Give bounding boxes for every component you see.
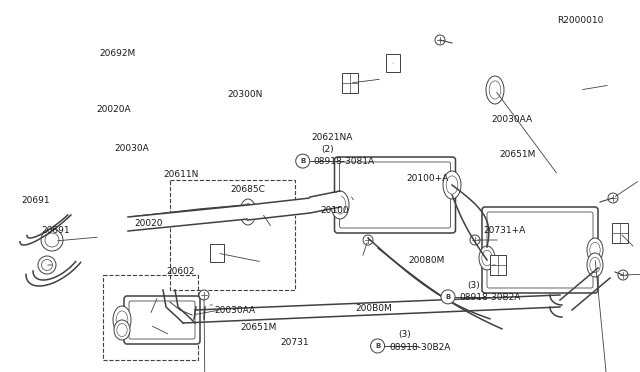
Circle shape — [38, 256, 56, 274]
FancyBboxPatch shape — [124, 296, 200, 344]
FancyBboxPatch shape — [335, 157, 456, 233]
Text: 20611N: 20611N — [163, 170, 198, 179]
Text: 20691: 20691 — [21, 196, 50, 205]
Text: 20691: 20691 — [42, 226, 70, 235]
Bar — [210, 244, 224, 262]
Text: 20080M: 20080M — [408, 256, 445, 265]
Text: 20030A: 20030A — [114, 144, 148, 153]
Text: (2): (2) — [321, 145, 334, 154]
Text: 20731+A: 20731+A — [483, 226, 525, 235]
Text: 20621NA: 20621NA — [312, 133, 353, 142]
Text: 20651M: 20651M — [240, 323, 276, 332]
Text: 20020: 20020 — [134, 219, 163, 228]
Text: 20020A: 20020A — [96, 105, 131, 114]
Circle shape — [41, 229, 63, 251]
Ellipse shape — [486, 76, 504, 104]
Text: (3): (3) — [467, 281, 480, 290]
Text: 20602: 20602 — [166, 267, 195, 276]
Circle shape — [435, 35, 445, 45]
Text: 20685C: 20685C — [230, 185, 265, 194]
Ellipse shape — [587, 238, 603, 262]
Circle shape — [363, 235, 373, 245]
Bar — [386, 54, 400, 72]
Circle shape — [296, 154, 310, 168]
Text: 20100+A: 20100+A — [406, 174, 449, 183]
Text: 08918-30B2A: 08918-30B2A — [460, 293, 521, 302]
Ellipse shape — [331, 191, 349, 219]
Text: (3): (3) — [398, 330, 411, 339]
Text: 20100: 20100 — [320, 206, 349, 215]
Bar — [612, 223, 628, 243]
Text: 20300N: 20300N — [227, 90, 262, 99]
Circle shape — [441, 290, 455, 304]
Circle shape — [470, 235, 480, 245]
Ellipse shape — [240, 199, 256, 225]
Text: 20030AA: 20030AA — [214, 306, 255, 315]
Text: 20692M: 20692M — [99, 49, 136, 58]
Circle shape — [618, 270, 628, 280]
Circle shape — [608, 193, 618, 203]
Text: 20030AA: 20030AA — [492, 115, 532, 124]
Text: 20651M: 20651M — [499, 150, 536, 159]
Ellipse shape — [587, 253, 603, 277]
Text: 20731: 20731 — [280, 338, 309, 347]
Ellipse shape — [479, 246, 495, 270]
Text: 08918-30B2A: 08918-30B2A — [389, 343, 451, 352]
Circle shape — [199, 290, 209, 300]
FancyBboxPatch shape — [482, 207, 598, 293]
Bar — [342, 73, 358, 93]
Text: 08918-3081A: 08918-3081A — [314, 157, 375, 166]
Bar — [170, 180, 295, 290]
Text: B: B — [445, 294, 451, 300]
Text: 200B0M: 200B0M — [355, 304, 392, 313]
Text: B: B — [375, 343, 380, 349]
Ellipse shape — [114, 320, 130, 340]
Ellipse shape — [443, 171, 461, 199]
Ellipse shape — [113, 306, 131, 334]
Text: B: B — [300, 158, 305, 164]
Circle shape — [371, 339, 385, 353]
Text: R2000010: R2000010 — [557, 16, 603, 25]
Bar — [103, 275, 198, 360]
Bar — [490, 255, 506, 275]
